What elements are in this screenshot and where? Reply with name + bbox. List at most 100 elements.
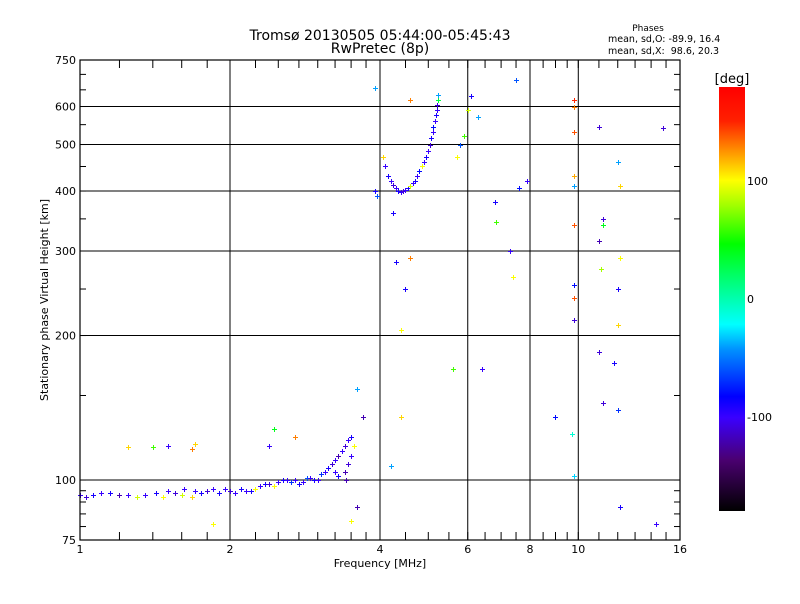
data-point-v (574, 174, 575, 179)
data-point-v (219, 491, 220, 496)
data-point-v (574, 318, 575, 323)
x-tick-label: 10 (571, 543, 585, 556)
data-point-v (614, 361, 615, 366)
data-point-v (303, 480, 304, 485)
data-point-v (351, 454, 352, 459)
data-point-v (269, 444, 270, 449)
data-point-v (510, 249, 511, 254)
data-point (389, 464, 394, 469)
y-tick-label: 75 (62, 534, 76, 547)
data-point (276, 480, 281, 485)
data-point-v (574, 283, 575, 288)
data-point-v (251, 489, 252, 494)
data-point (272, 427, 277, 432)
data-point-v (332, 462, 333, 467)
data-point-v (496, 220, 497, 225)
data-point (346, 462, 351, 467)
data-point (408, 256, 413, 261)
data-point (211, 522, 216, 527)
data-point-v (357, 387, 358, 392)
data-point (383, 164, 388, 169)
data-point-v (391, 179, 392, 184)
data-point-v (278, 480, 279, 485)
x-tick-label: 8 (527, 543, 534, 556)
data-point (267, 444, 272, 449)
data-point (462, 134, 467, 139)
data-point-v (460, 143, 461, 148)
y-tick-label: 750 (55, 54, 76, 67)
data-point-v (287, 478, 288, 483)
data-point-v (438, 93, 439, 98)
data-point (151, 445, 156, 450)
data-point-v (428, 149, 429, 154)
data-points (78, 78, 666, 527)
data-point-v (401, 328, 402, 333)
data-point (199, 491, 204, 496)
data-point-v (413, 181, 414, 186)
data-point (301, 480, 306, 485)
data-point-v (363, 415, 364, 420)
data-point-v (175, 491, 176, 496)
data-point (312, 478, 317, 483)
data-point-v (184, 487, 185, 492)
data-point-v (207, 489, 208, 494)
data-point-v (335, 470, 336, 475)
data-point-v (168, 444, 169, 449)
x-tick-label: 16 (673, 543, 687, 556)
data-point-v (321, 472, 322, 477)
data-point-v (201, 491, 202, 496)
data-point (572, 296, 577, 301)
data-point (618, 184, 623, 189)
data-point-v (153, 445, 154, 450)
data-point (190, 495, 195, 500)
y-tick-label: 100 (55, 474, 76, 487)
data-point-v (86, 495, 87, 500)
data-point-v (230, 489, 231, 494)
data-point (601, 401, 606, 406)
data-point (289, 480, 294, 485)
data-point (572, 130, 577, 135)
data-point (408, 184, 413, 189)
data-point (424, 155, 429, 160)
data-point-v (574, 184, 575, 189)
data-point (293, 435, 298, 440)
data-point-v (599, 125, 600, 130)
data-point (403, 188, 408, 193)
data-point-v (192, 495, 193, 500)
data-point (281, 478, 286, 483)
data-point-v (393, 211, 394, 216)
data-point (469, 94, 474, 99)
data-point-v (419, 169, 420, 174)
data-point (355, 505, 360, 510)
data-point-v (457, 155, 458, 160)
data-point-v (128, 445, 129, 450)
data-point-v (396, 260, 397, 265)
data-point (572, 283, 577, 288)
colorbar-label: [deg] (715, 72, 750, 87)
data-point (244, 489, 249, 494)
data-point-v (401, 415, 402, 420)
data-point (135, 495, 140, 500)
data-point (285, 478, 290, 483)
data-point-v (437, 103, 438, 108)
stats-heading: Phases (632, 24, 664, 34)
data-point-v (417, 174, 418, 179)
data-point (349, 454, 354, 459)
data-point-v (346, 478, 347, 483)
data-point (361, 415, 366, 420)
data-point (401, 189, 406, 194)
data-point (616, 408, 621, 413)
data-point (336, 454, 341, 459)
data-point-v (468, 108, 469, 113)
data-point-v (255, 487, 256, 492)
data-point (326, 466, 331, 471)
data-point-v (555, 415, 556, 420)
data-point (394, 260, 399, 265)
data-point-v (415, 179, 416, 184)
data-point-v (574, 474, 575, 479)
data-point (391, 183, 396, 188)
data-point-v (574, 130, 575, 135)
data-point-v (398, 189, 399, 194)
data-point (572, 474, 577, 479)
colorbar-tick-label: 0 (747, 293, 754, 306)
